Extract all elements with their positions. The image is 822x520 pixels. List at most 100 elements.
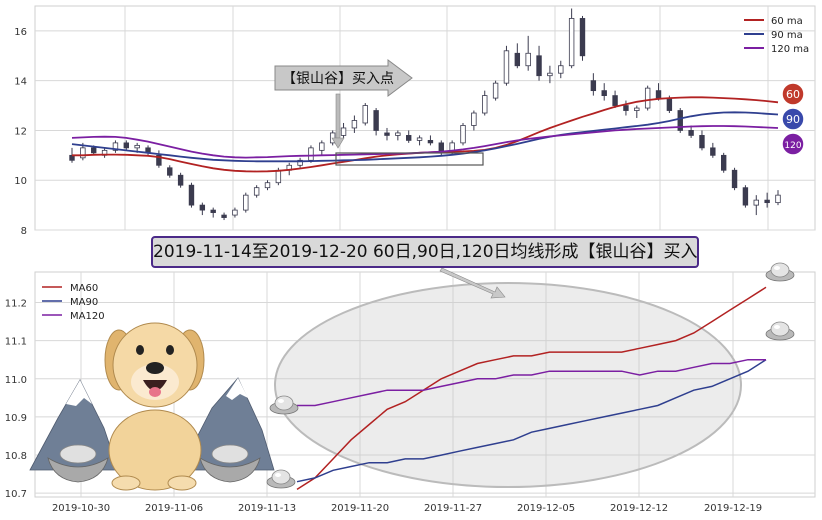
- dog-tongue: [149, 387, 161, 397]
- big-ingot-top: [59, 444, 97, 464]
- dog-nose: [146, 362, 164, 374]
- bottom-legend-label: MA60: [70, 283, 98, 294]
- candle-body: [406, 135, 412, 141]
- candle: [558, 60, 564, 79]
- candle-body: [482, 95, 488, 114]
- candle-body: [384, 132, 390, 136]
- candle-body: [91, 147, 97, 154]
- candle: [460, 122, 466, 146]
- candle: [221, 212, 227, 221]
- candle-body: [253, 187, 260, 196]
- top-ytick-label: 12: [14, 126, 27, 137]
- dog-paw-left: [111, 475, 141, 491]
- candle-body: [188, 184, 195, 206]
- big-ingot-top: [211, 444, 249, 464]
- candle: [677, 108, 683, 133]
- top-ytick-label: 8: [21, 226, 27, 237]
- candle-body: [210, 209, 216, 213]
- candle: [612, 90, 618, 109]
- bottom-legend-label: MA90: [70, 297, 98, 308]
- ingot-shine: [278, 399, 284, 403]
- top-plot-area: [34, 5, 816, 231]
- ingot-shine: [275, 473, 281, 477]
- candle: [373, 108, 379, 136]
- ma90-series-line: [296, 359, 767, 483]
- bottom-ytick-label: 10.8: [5, 451, 27, 462]
- candle: [395, 130, 401, 141]
- candle-body: [710, 147, 716, 156]
- candle-body: [156, 154, 162, 166]
- big-ingot-right: [199, 444, 261, 483]
- buy-point-callout: [274, 59, 413, 97]
- candle: [406, 130, 412, 143]
- candle: [688, 125, 694, 138]
- candle: [210, 207, 216, 218]
- candle-body: [514, 52, 521, 67]
- ma-badge-60: [781, 82, 805, 106]
- candle: [579, 15, 586, 61]
- candle: [188, 182, 195, 208]
- bottom-xtick-label: 2019-12-12: [610, 503, 668, 514]
- candle-body: [699, 135, 705, 149]
- mountain-right-snow: [226, 378, 248, 400]
- candle: [536, 45, 542, 81]
- candle-body: [623, 105, 629, 111]
- candle-body: [232, 209, 238, 216]
- candle: [384, 127, 390, 141]
- candle: [731, 167, 738, 191]
- top-legend-label: 60 ma: [771, 16, 803, 27]
- bottom-legend: MA60 MA90 MA120: [42, 283, 105, 322]
- candle-body: [579, 18, 586, 57]
- big-ingot-left: [47, 444, 109, 483]
- candle-body: [568, 18, 575, 67]
- candle-body: [536, 55, 542, 77]
- candle: [243, 192, 249, 213]
- down-arrow-shaft: [335, 93, 341, 139]
- ma60-series-line: [296, 286, 767, 491]
- candle-body: [177, 174, 184, 186]
- bottom-ytick-label: 10.9: [5, 413, 27, 424]
- ma-badge-120: [781, 132, 805, 156]
- candle: [775, 190, 781, 206]
- ma120-series-line: [297, 358, 766, 407]
- candles-group: [69, 8, 781, 221]
- dog-paw-right: [167, 475, 197, 491]
- candle: [547, 65, 553, 84]
- ingot-icon: [765, 262, 795, 282]
- bottom-xtick-label: 2019-11-06: [145, 503, 203, 514]
- candle-body: [601, 90, 607, 97]
- candle-body: [340, 127, 347, 136]
- ma-badge-label: 90: [786, 113, 800, 126]
- candle-body: [460, 125, 466, 144]
- ingot-top: [274, 395, 294, 411]
- candle-body: [471, 112, 477, 126]
- ingot-shine: [774, 325, 780, 329]
- ma-badge-label: 120: [784, 141, 801, 151]
- candle-body: [666, 97, 673, 111]
- ingot-top: [770, 321, 790, 337]
- candle: [514, 43, 521, 69]
- candle: [753, 195, 759, 216]
- candle: [482, 90, 488, 116]
- candle-body: [264, 182, 271, 189]
- candle-body: [644, 87, 651, 109]
- candle: [471, 110, 477, 131]
- candle: [525, 35, 531, 71]
- candle-body: [612, 95, 618, 106]
- candle: [623, 100, 629, 116]
- highlight-ellipse: [274, 282, 742, 488]
- dog-mouth: [143, 380, 167, 391]
- candle-body: [167, 167, 173, 176]
- candle-body: [362, 105, 368, 124]
- candle-body: [742, 187, 749, 206]
- candle-body: [558, 65, 564, 74]
- candle-body: [775, 194, 781, 204]
- chart-title-banner: 2019-11-14至2019-12-20 60日,90日,120日均线形成【银…: [151, 236, 699, 268]
- candle-body: [373, 110, 379, 131]
- candle-body: [492, 82, 499, 99]
- bottom-ytick-label: 11.1: [5, 337, 27, 348]
- dog-eye-right: [166, 345, 174, 355]
- candle: [492, 80, 499, 101]
- ma90-line: [71, 111, 779, 163]
- candle: [123, 140, 130, 151]
